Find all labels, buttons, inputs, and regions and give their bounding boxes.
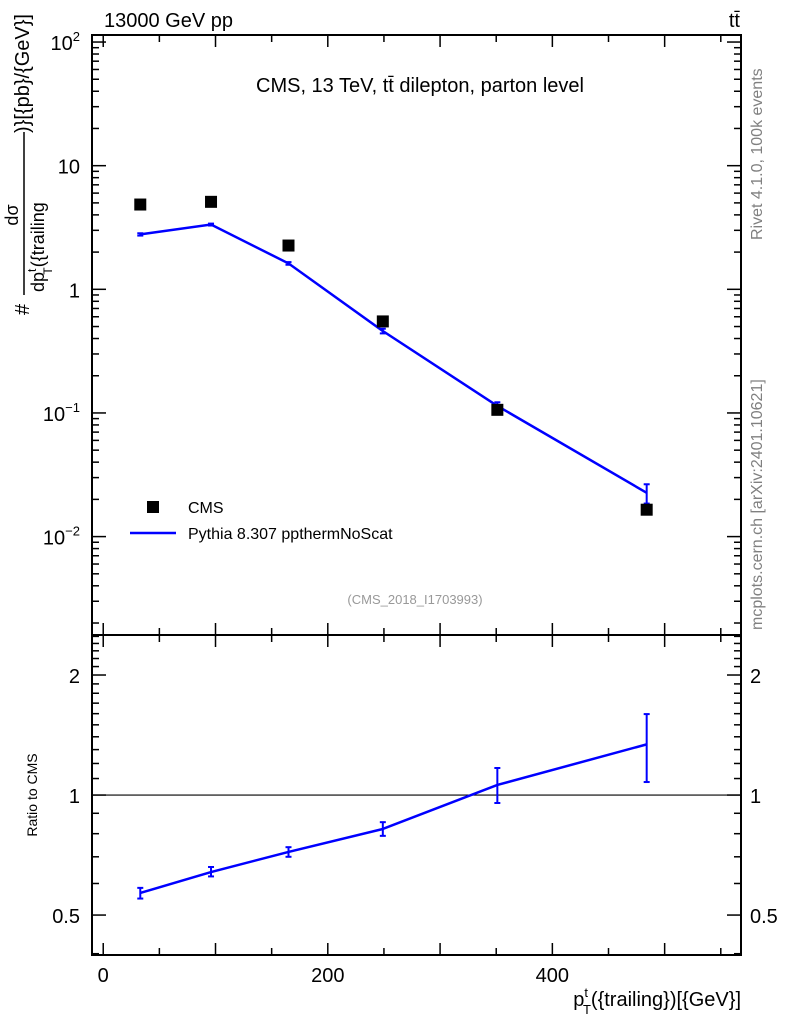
main-ylabel: # dσ dpt T({trailing )}[{pb}/{GeV}] xyxy=(2,14,55,315)
legend-pythia-label: Pythia 8.307 ppthermNoScat xyxy=(188,526,393,543)
ratio-y-tick-label-right: 2 xyxy=(750,666,761,688)
legend-cms-label: CMS xyxy=(188,500,224,517)
ratio-ylabel: Ratio to CMS xyxy=(24,753,40,836)
analysis-watermark: (CMS_2018_I1703993) xyxy=(347,592,482,607)
y-tick-label: 1 xyxy=(69,280,80,302)
y-tick-label: 10 xyxy=(58,157,80,179)
cms-data-point xyxy=(640,503,653,516)
y-tick-label: 102 xyxy=(51,29,80,55)
legend-cms-marker xyxy=(147,501,159,513)
rivet-label: Rivet 4.1.0, 100k events xyxy=(749,68,766,240)
ratio-y-tick-label: 2 xyxy=(69,666,80,688)
ratio-y-tick-label-right: 1 xyxy=(750,786,761,808)
main-frame xyxy=(91,34,742,636)
ylabel-prefix: # xyxy=(12,303,34,315)
header-right: tt̄ xyxy=(729,10,741,32)
ylabel-den: dpt T({trailing xyxy=(25,202,55,292)
ratio-y-tick-label: 0.5 xyxy=(52,906,80,928)
header-left: 13000 GeV pp xyxy=(104,10,233,32)
x-tick-label: 0 xyxy=(98,965,109,987)
ylabel-rest: )}[{pb}/{GeV}] xyxy=(12,14,34,133)
main-title: CMS, 13 TeV, tt̄ dilepton, parton level xyxy=(256,75,584,97)
ylabel-num: dσ xyxy=(2,204,22,225)
mcplots-label: mcplots.cern.ch [arXiv:2401.10621] xyxy=(749,379,766,630)
cms-data-point xyxy=(491,403,504,416)
y-tick-label: 10−2 xyxy=(43,524,80,550)
ratio-y-tick-label: 1 xyxy=(69,786,80,808)
cms-data-point xyxy=(205,195,218,208)
cms-data-point xyxy=(376,315,389,328)
y-tick-label: 10−1 xyxy=(43,400,80,426)
pythia-line xyxy=(140,223,648,494)
ratio-y-tick-label-right: 0.5 xyxy=(750,906,778,928)
x-tick-label: 200 xyxy=(311,965,344,987)
legend: CMS Pythia 8.307 ppthermNoScat xyxy=(130,500,393,543)
xlabel: pt T({trailing})[{GeV}] xyxy=(573,985,741,1017)
cms-data-point xyxy=(282,239,295,252)
ratio-line xyxy=(139,743,648,895)
x-tick-label: 400 xyxy=(536,965,569,987)
cms-data-point xyxy=(134,198,147,211)
